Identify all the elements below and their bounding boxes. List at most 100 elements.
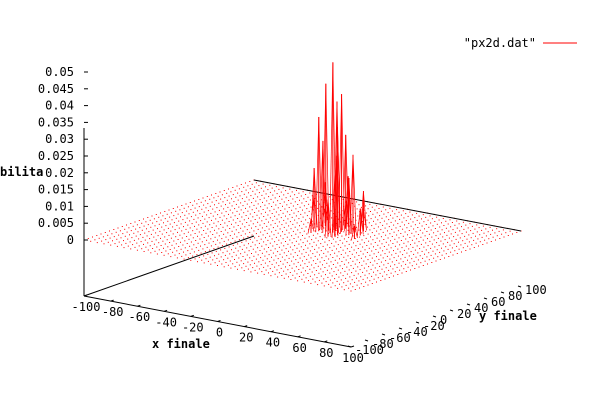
surface-dot [152, 229, 154, 231]
surface-dot [226, 243, 228, 245]
surface-dot [452, 229, 454, 231]
surface-dot [465, 250, 467, 251]
surface-dot [424, 253, 425, 255]
surface-dot [351, 272, 353, 274]
surface-dot [199, 238, 201, 240]
surface-dot [263, 197, 265, 199]
x-tick-mark [324, 340, 328, 343]
surface-dot [134, 221, 136, 223]
surface-dot [408, 255, 410, 257]
surface-dot [257, 203, 259, 205]
surface-dot [217, 239, 218, 241]
surface-dot [330, 261, 332, 263]
surface-dot [254, 269, 256, 271]
surface-dot [196, 228, 198, 230]
surface-dot [260, 187, 262, 189]
surface-dot [166, 232, 168, 234]
surface-dot [207, 235, 209, 237]
surface-dot [495, 239, 496, 241]
surface-dot [183, 258, 185, 260]
surface-dot [243, 193, 245, 195]
surface-dot [312, 227, 314, 229]
surface-dot [436, 223, 438, 225]
surface-dot [350, 290, 352, 292]
surface-dot [257, 228, 259, 230]
surface-dot [347, 229, 349, 231]
surface-dot [389, 207, 391, 209]
surface-dot [356, 233, 358, 235]
surface-dot [229, 209, 231, 211]
surface-dot [197, 210, 198, 212]
surface-dot [427, 263, 428, 265]
surface-dot [227, 257, 229, 259]
y-tick-label: 40 [474, 301, 488, 315]
surface-dot [197, 235, 198, 237]
surface-dot [150, 252, 152, 254]
surface-dot [285, 266, 286, 268]
surface-dot [231, 198, 232, 200]
surface-dot [490, 233, 492, 235]
surface-dot [223, 215, 225, 217]
surface-dot [279, 228, 281, 230]
surface-dot [474, 228, 476, 230]
surface-dot [261, 220, 263, 222]
surface-dot [237, 225, 239, 226]
surface-dot [147, 217, 149, 218]
surface-dot [169, 242, 171, 243]
surface-dot [369, 229, 371, 231]
surface-dot [346, 266, 348, 268]
surface-dot [143, 243, 144, 245]
surface-dot [197, 242, 199, 244]
surface-dot [272, 201, 274, 203]
surface-dot [250, 220, 252, 222]
surface-dot [189, 202, 191, 203]
surface-dot [117, 227, 119, 229]
surface-dot [131, 237, 133, 239]
surface-dot [267, 214, 269, 216]
surface-dot [351, 246, 353, 248]
surface-dot [346, 222, 348, 224]
surface-dot [189, 227, 191, 229]
surface-dot [248, 224, 250, 226]
surface-dot [393, 275, 394, 277]
surface-dot [316, 251, 318, 253]
surface-dot [388, 226, 390, 228]
surface-dot [301, 253, 303, 255]
surface-dot [311, 246, 313, 248]
x-tick-mark [270, 330, 275, 333]
surface-dot [349, 251, 351, 252]
surface-dot [259, 199, 261, 201]
surface-dot [394, 238, 396, 240]
surface-dot [294, 219, 296, 221]
surface-dot [315, 270, 317, 271]
surface-dot [192, 230, 194, 232]
surface-dot [263, 216, 265, 217]
surface-dot [166, 239, 168, 241]
surface-dot [169, 223, 171, 225]
surface-dot [129, 241, 131, 243]
surface-dot [332, 282, 334, 284]
surface-dot [284, 233, 286, 235]
surface-dot [271, 263, 273, 265]
x-tick-label: -80 [102, 305, 124, 319]
data-spike-edge [354, 225, 358, 239]
surface-dot [138, 245, 140, 247]
surface-dot [310, 206, 312, 208]
surface-dot [224, 222, 226, 224]
surface-dot [328, 240, 330, 242]
surface-dot [308, 261, 310, 263]
surface-dot [275, 186, 277, 188]
surface-dot [163, 247, 164, 249]
surface-dot [254, 219, 256, 220]
surface-dot [425, 249, 427, 251]
surface-dot [221, 194, 223, 196]
surface-dot [359, 243, 361, 245]
surface-dot [405, 220, 407, 222]
surface-dot [167, 227, 169, 229]
surface-dot [516, 232, 518, 233]
surface-dot [170, 230, 172, 232]
surface-dot [178, 220, 180, 222]
surface-dot [354, 263, 356, 265]
surface-dot [206, 246, 208, 248]
surface-dot [335, 273, 337, 275]
